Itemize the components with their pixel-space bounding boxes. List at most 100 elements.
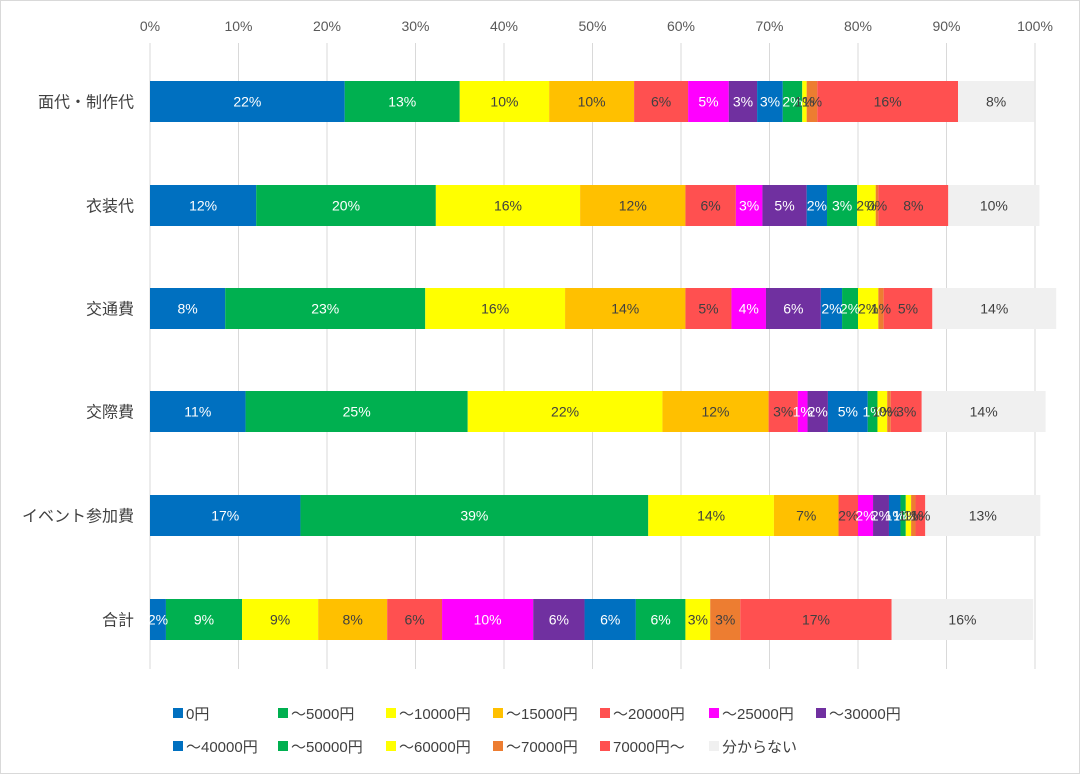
data-label: 1% bbox=[910, 508, 930, 524]
data-label: 14% bbox=[980, 301, 1008, 317]
bar-segment bbox=[565, 288, 686, 329]
legend-label: ～25000円 bbox=[722, 706, 794, 723]
bar-segment bbox=[685, 599, 711, 640]
data-label: 2% bbox=[807, 198, 827, 214]
bar-segment bbox=[425, 288, 566, 329]
data-label: 17% bbox=[802, 612, 830, 628]
legend-swatch bbox=[173, 708, 183, 718]
bar-segment bbox=[911, 495, 916, 536]
x-tick-label: 40% bbox=[490, 18, 518, 34]
legend-swatch bbox=[493, 708, 503, 718]
data-label: 6% bbox=[783, 301, 803, 317]
data-label: 14% bbox=[697, 508, 725, 524]
data-label: 1% bbox=[793, 404, 813, 420]
bar-segment bbox=[150, 185, 257, 226]
x-tick-label: 50% bbox=[578, 18, 606, 34]
legend: 0円 ～5000円 ～10000円 ～15000円 ～20000円 ～25000円 ～300… bbox=[173, 706, 901, 756]
data-label: 2% bbox=[148, 612, 168, 628]
bar-segment bbox=[878, 185, 949, 226]
legend-swatch bbox=[278, 741, 288, 751]
bar-segment bbox=[584, 599, 636, 640]
x-tick-label: 80% bbox=[844, 18, 872, 34]
bar-segment bbox=[820, 288, 843, 329]
data-label: 23% bbox=[311, 301, 339, 317]
bar-segment bbox=[817, 81, 959, 122]
bar-segment bbox=[150, 288, 226, 329]
bar-segment bbox=[344, 81, 460, 122]
bars bbox=[150, 81, 1057, 640]
data-label: 1% bbox=[871, 301, 891, 317]
data-label: 10% bbox=[474, 612, 502, 628]
bar-segment bbox=[890, 391, 922, 432]
bar-segment bbox=[948, 185, 1040, 226]
category-label: 面代・制作代 bbox=[38, 94, 134, 112]
legend-swatch bbox=[709, 741, 719, 751]
legend-swatch bbox=[173, 741, 183, 751]
data-label: 12% bbox=[701, 404, 729, 420]
bar-segment bbox=[467, 391, 663, 432]
legend-swatch bbox=[386, 741, 396, 751]
data-label: 10% bbox=[490, 94, 518, 110]
data-label: 13% bbox=[388, 94, 416, 110]
data-label: 1% bbox=[903, 508, 923, 524]
bar-segment bbox=[318, 599, 388, 640]
data-label: 2% bbox=[856, 198, 876, 214]
data-label: 8% bbox=[986, 94, 1006, 110]
bar-segment bbox=[300, 495, 649, 536]
data-label: 3% bbox=[773, 404, 793, 420]
gridlines bbox=[149, 43, 1036, 669]
data-label: 2% bbox=[782, 94, 802, 110]
data-label: 16% bbox=[948, 612, 976, 628]
data-label: 6% bbox=[549, 612, 569, 628]
bar-segment bbox=[634, 81, 689, 122]
bar-segment bbox=[887, 391, 891, 432]
bar-segment bbox=[958, 81, 1035, 122]
data-label: 3% bbox=[760, 94, 780, 110]
data-label: 12% bbox=[619, 198, 647, 214]
data-label: 16% bbox=[874, 94, 902, 110]
data-label: 3% bbox=[715, 612, 735, 628]
data-label: 2% bbox=[855, 508, 875, 524]
data-label: 5% bbox=[698, 301, 718, 317]
bar-segment bbox=[710, 599, 741, 640]
bar-segment bbox=[731, 288, 766, 329]
data-label: 6% bbox=[600, 612, 620, 628]
data-labels: 22% 13% 10% 10% 6% 5% 3% 3% 2%1%1% 16% 8%12% 20% 16%… bbox=[148, 94, 1008, 628]
bar-segment bbox=[900, 495, 906, 536]
bar-segment bbox=[757, 81, 783, 122]
data-label: 0% bbox=[867, 198, 887, 214]
bar-segment bbox=[762, 185, 807, 226]
bar-segment bbox=[150, 81, 345, 122]
data-label: 9% bbox=[194, 612, 214, 628]
data-label: 16% bbox=[494, 198, 522, 214]
legend-label: ～20000円 bbox=[613, 706, 685, 723]
data-label: 3% bbox=[733, 94, 753, 110]
data-label: 11% bbox=[184, 404, 211, 420]
bar-segment bbox=[807, 391, 828, 432]
data-label: 3% bbox=[688, 612, 708, 628]
bar-segment bbox=[685, 288, 732, 329]
bar-segment bbox=[150, 495, 301, 536]
x-tick-label: 20% bbox=[313, 18, 341, 34]
data-label: 3% bbox=[832, 198, 852, 214]
data-label: 3% bbox=[739, 198, 759, 214]
bar-segment bbox=[150, 391, 246, 432]
data-label: 6% bbox=[701, 198, 721, 214]
bar-segment bbox=[165, 599, 243, 640]
legend-label: 70000円～ bbox=[613, 739, 685, 756]
bar-segment bbox=[842, 288, 858, 329]
bar-segment bbox=[858, 495, 874, 536]
category-label: 衣装代 bbox=[86, 198, 134, 216]
data-label: 2% bbox=[838, 508, 858, 524]
data-label: 1% bbox=[872, 404, 892, 420]
bar-segment bbox=[533, 599, 585, 640]
data-label: 8% bbox=[177, 301, 197, 317]
category-label: イベント参加費 bbox=[22, 508, 134, 526]
x-tick-label: 30% bbox=[401, 18, 429, 34]
bar-segment bbox=[688, 81, 729, 122]
legend-swatch bbox=[493, 741, 503, 751]
data-label: 2% bbox=[871, 508, 891, 524]
data-label: 39% bbox=[460, 508, 488, 524]
bar-segment bbox=[932, 288, 1057, 329]
